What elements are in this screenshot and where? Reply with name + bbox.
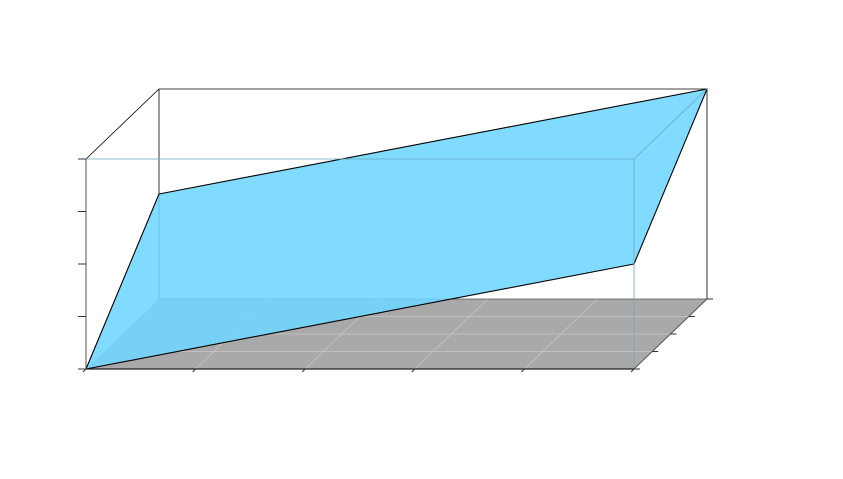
x-axis-tick xyxy=(411,368,416,373)
x-axis-tick xyxy=(521,368,525,373)
box-edge-front-top-depth xyxy=(633,88,708,160)
x-axis-tick xyxy=(301,368,306,373)
box-edge-top-left-depth xyxy=(85,88,160,160)
x-axis-tick xyxy=(630,368,635,373)
x-axis-tick xyxy=(192,368,196,373)
